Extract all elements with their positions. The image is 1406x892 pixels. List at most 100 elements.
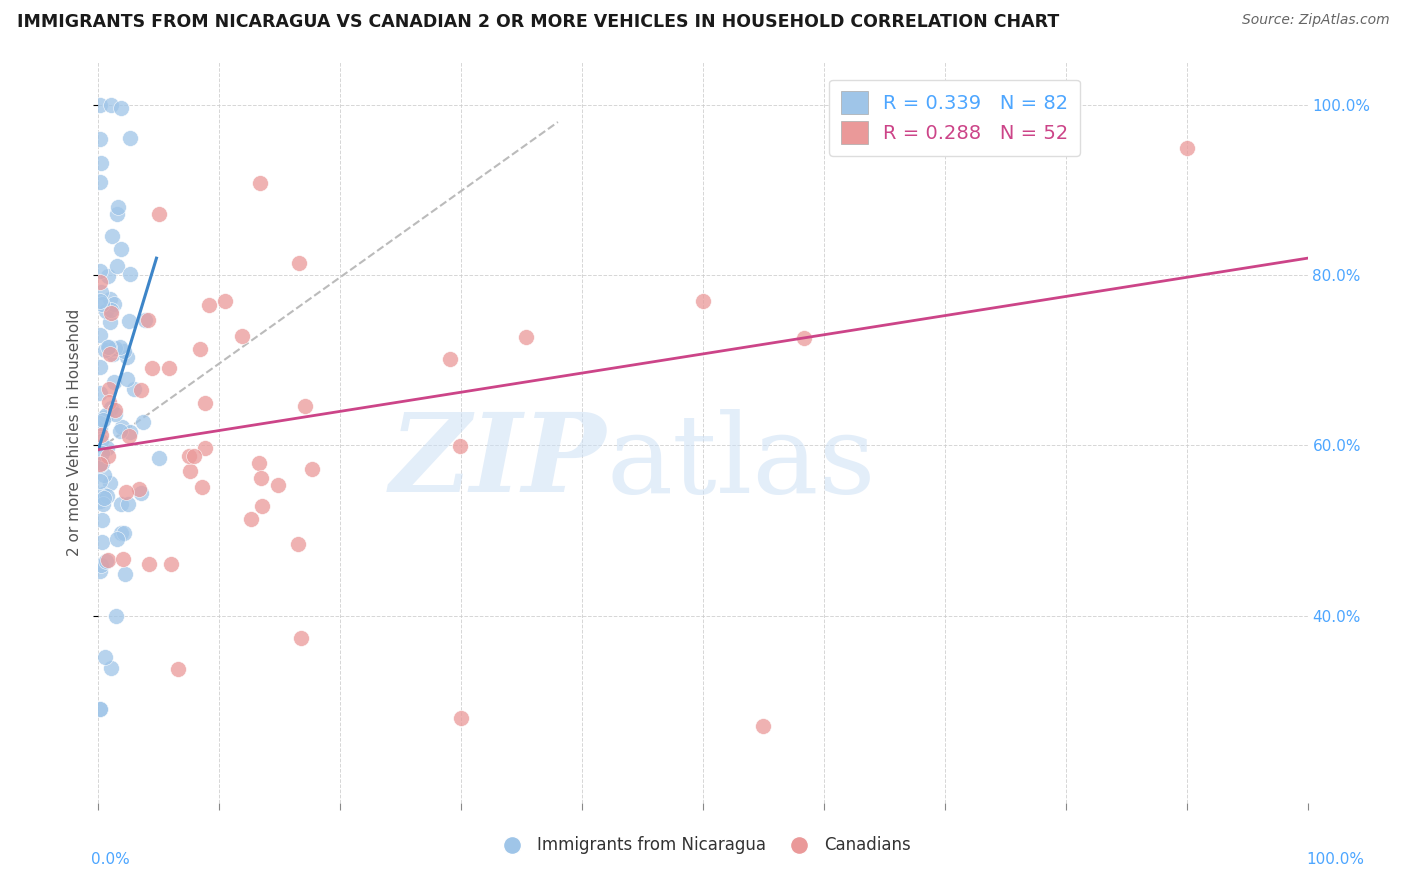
Point bbox=[90, 513, 112, 527]
Point bbox=[104, 830, 127, 844]
Point bbox=[1175, 140, 1198, 154]
Point bbox=[97, 394, 120, 409]
Point bbox=[96, 303, 118, 318]
Point bbox=[89, 564, 111, 578]
Point bbox=[98, 292, 121, 306]
Point bbox=[118, 314, 141, 328]
Point bbox=[110, 420, 132, 434]
Point bbox=[250, 499, 273, 513]
Point bbox=[98, 476, 121, 491]
Point bbox=[117, 497, 139, 511]
Point bbox=[101, 347, 124, 361]
Point bbox=[120, 131, 142, 145]
Point bbox=[148, 207, 170, 221]
Point bbox=[194, 442, 217, 456]
Point bbox=[231, 328, 253, 343]
Point bbox=[89, 275, 111, 289]
Point bbox=[91, 411, 114, 425]
Point bbox=[105, 259, 128, 273]
Point bbox=[89, 175, 111, 189]
Point bbox=[91, 446, 114, 460]
Point bbox=[103, 343, 125, 357]
Point bbox=[301, 462, 323, 476]
Point bbox=[97, 269, 120, 284]
Text: 0.0%: 0.0% bbox=[91, 852, 131, 867]
Point bbox=[112, 526, 135, 541]
Point bbox=[96, 488, 118, 502]
Point bbox=[100, 303, 122, 318]
Point bbox=[97, 340, 120, 354]
Point bbox=[194, 396, 217, 410]
Point bbox=[93, 491, 115, 506]
Point bbox=[93, 467, 115, 482]
Point bbox=[288, 255, 311, 269]
Point bbox=[94, 554, 117, 568]
Point bbox=[97, 553, 120, 567]
Point bbox=[94, 343, 117, 358]
Point bbox=[90, 427, 112, 442]
Point bbox=[89, 421, 111, 435]
Point bbox=[249, 471, 271, 485]
Point bbox=[91, 498, 114, 512]
Point bbox=[89, 474, 111, 488]
Point bbox=[110, 497, 132, 511]
Point bbox=[91, 412, 114, 426]
Point bbox=[136, 312, 159, 326]
Point bbox=[247, 456, 270, 470]
Point bbox=[98, 382, 121, 396]
Point bbox=[249, 176, 271, 190]
Point bbox=[96, 441, 118, 455]
Point bbox=[107, 200, 129, 214]
Point bbox=[89, 493, 111, 508]
Point bbox=[97, 449, 120, 463]
Point bbox=[100, 306, 122, 320]
Point bbox=[108, 425, 131, 439]
Point bbox=[90, 297, 112, 311]
Point bbox=[439, 352, 461, 367]
Point bbox=[89, 457, 111, 471]
Point bbox=[89, 458, 111, 472]
Point bbox=[132, 415, 155, 429]
Point bbox=[134, 313, 156, 327]
Point bbox=[117, 351, 139, 365]
Point bbox=[167, 662, 190, 676]
Point bbox=[179, 449, 201, 463]
Point bbox=[89, 558, 111, 573]
Point bbox=[157, 360, 180, 375]
Point bbox=[100, 228, 122, 243]
Point bbox=[124, 382, 146, 396]
Point bbox=[515, 329, 537, 343]
Point bbox=[89, 264, 111, 278]
Point bbox=[112, 344, 135, 359]
Point bbox=[110, 526, 132, 541]
Point bbox=[179, 464, 201, 478]
Point bbox=[89, 359, 111, 374]
Text: 100.0%: 100.0% bbox=[1306, 852, 1364, 867]
Point bbox=[198, 298, 221, 312]
Point bbox=[94, 409, 117, 423]
Point bbox=[793, 331, 815, 345]
Point bbox=[138, 557, 160, 571]
Point bbox=[104, 403, 127, 417]
Point bbox=[692, 293, 714, 308]
Y-axis label: 2 or more Vehicles in Household: 2 or more Vehicles in Household bbox=[67, 309, 83, 557]
Point bbox=[90, 434, 112, 448]
Point bbox=[148, 451, 170, 466]
Point bbox=[290, 632, 312, 646]
Point bbox=[93, 487, 115, 501]
Point bbox=[112, 552, 135, 566]
Point bbox=[89, 386, 111, 401]
Point bbox=[118, 268, 141, 282]
Point bbox=[110, 101, 132, 115]
Point bbox=[89, 702, 111, 716]
Point bbox=[129, 383, 152, 397]
Point bbox=[287, 536, 309, 550]
Point bbox=[105, 207, 128, 221]
Point bbox=[89, 98, 111, 112]
Point bbox=[104, 407, 127, 421]
Point bbox=[93, 650, 115, 665]
Point bbox=[91, 456, 114, 470]
Point bbox=[89, 328, 111, 343]
Point bbox=[100, 98, 122, 112]
Point bbox=[89, 294, 111, 309]
